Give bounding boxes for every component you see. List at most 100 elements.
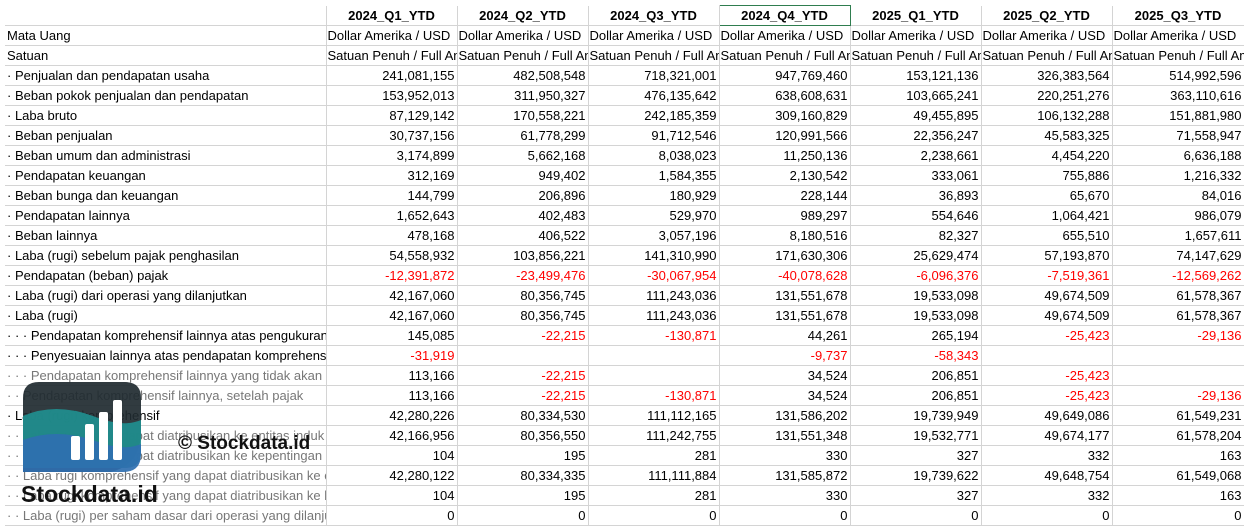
value-cell[interactable]: -6,096,376 [850,265,982,286]
value-cell[interactable]: 131,586,202 [719,405,851,426]
value-cell[interactable]: 327 [850,445,982,466]
column-header-2025_Q1_YTD[interactable]: 2025_Q1_YTD [850,5,982,26]
value-cell[interactable]: 42,280,226 [326,405,458,426]
value-cell[interactable] [588,345,720,366]
value-cell[interactable]: 0 [719,505,851,526]
meta-value-cell[interactable]: Satuan Penuh / Full Amount [719,45,851,66]
value-cell[interactable]: -29,136 [1112,325,1244,346]
value-cell[interactable]: 19,532,771 [850,425,982,446]
value-cell[interactable]: 45,583,325 [981,125,1113,146]
value-cell[interactable]: 241,081,155 [326,65,458,86]
meta-value-cell[interactable]: Satuan Penuh / Full Amount [850,45,982,66]
value-cell[interactable]: 71,558,947 [1112,125,1244,146]
value-cell[interactable]: -7,519,361 [981,265,1113,286]
value-cell[interactable]: 326,383,564 [981,65,1113,86]
meta-value-cell[interactable]: Satuan Penuh / Full Amount [1112,45,1244,66]
value-cell[interactable]: -130,871 [588,385,720,406]
value-cell[interactable]: 755,886 [981,165,1113,186]
value-cell[interactable]: 19,739,949 [850,405,982,426]
value-cell[interactable]: 25,629,474 [850,245,982,266]
value-cell[interactable]: -9,737 [719,345,851,366]
value-cell[interactable]: 180,929 [588,185,720,206]
value-cell[interactable]: 6,636,188 [1112,145,1244,166]
value-cell[interactable]: 1,652,643 [326,205,458,226]
value-cell[interactable]: 171,630,306 [719,245,851,266]
meta-value-cell[interactable]: Satuan Penuh / Full Amount [326,45,458,66]
column-header-2024_Q1_YTD[interactable]: 2024_Q1_YTD [326,5,458,26]
value-cell[interactable]: -22,215 [457,365,589,386]
value-cell[interactable]: 111,111,884 [588,465,720,486]
meta-value-cell[interactable]: Dollar Amerika / USD [1112,25,1244,46]
value-cell[interactable]: -23,499,476 [457,265,589,286]
value-cell[interactable]: 327 [850,485,982,506]
value-cell[interactable]: 2,130,542 [719,165,851,186]
value-cell[interactable]: -29,136 [1112,385,1244,406]
row-label-cell[interactable]: Mata Uang [5,25,327,46]
value-cell[interactable]: 80,356,550 [457,425,589,446]
value-cell[interactable]: 19,533,098 [850,285,982,306]
value-cell[interactable]: 113,166 [326,365,458,386]
value-cell[interactable]: 57,193,870 [981,245,1113,266]
value-cell[interactable]: 330 [719,445,851,466]
meta-value-cell[interactable]: Dollar Amerika / USD [326,25,458,46]
value-cell[interactable]: 0 [457,505,589,526]
column-header-2025_Q2_YTD[interactable]: 2025_Q2_YTD [981,5,1113,26]
value-cell[interactable]: 61,549,231 [1112,405,1244,426]
value-cell[interactable]: 111,243,036 [588,285,720,306]
value-cell[interactable]: 0 [326,505,458,526]
row-label-cell[interactable]: · Laba (rugi) dari operasi yang dilanjut… [5,285,327,306]
value-cell[interactable]: 3,057,196 [588,225,720,246]
value-cell[interactable]: 80,356,745 [457,305,589,326]
value-cell[interactable]: -25,423 [981,365,1113,386]
row-label-cell[interactable]: Satuan [5,45,327,66]
meta-value-cell[interactable]: Dollar Amerika / USD [850,25,982,46]
meta-value-cell[interactable]: Satuan Penuh / Full Amount [457,45,589,66]
value-cell[interactable]: 0 [1112,505,1244,526]
meta-value-cell[interactable]: Dollar Amerika / USD [457,25,589,46]
row-label-cell[interactable]: · Penjualan dan pendapatan usaha [5,65,327,86]
row-label-cell[interactable]: · Pendapatan keuangan [5,165,327,186]
value-cell[interactable]: 1,657,611 [1112,225,1244,246]
value-cell[interactable]: 22,356,247 [850,125,982,146]
value-cell[interactable]: 163 [1112,485,1244,506]
value-cell[interactable]: -12,391,872 [326,265,458,286]
value-cell[interactable]: 3,174,899 [326,145,458,166]
meta-value-cell[interactable]: Satuan Penuh / Full Amount [981,45,1113,66]
value-cell[interactable]: -130,871 [588,325,720,346]
value-cell[interactable]: 989,297 [719,205,851,226]
value-cell[interactable]: 111,243,036 [588,305,720,326]
value-cell[interactable]: 2,238,661 [850,145,982,166]
value-cell[interactable]: 104 [326,485,458,506]
value-cell[interactable]: 309,160,829 [719,105,851,126]
value-cell[interactable]: 655,510 [981,225,1113,246]
value-cell[interactable]: 332 [981,445,1113,466]
value-cell[interactable]: 61,578,204 [1112,425,1244,446]
value-cell[interactable]: 311,950,327 [457,85,589,106]
value-cell[interactable]: 206,896 [457,185,589,206]
value-cell[interactable]: 65,670 [981,185,1113,206]
value-cell[interactable]: 228,144 [719,185,851,206]
value-cell[interactable]: 49,648,754 [981,465,1113,486]
value-cell[interactable]: 153,121,136 [850,65,982,86]
value-cell[interactable]: 80,356,745 [457,285,589,306]
value-cell[interactable]: 111,242,755 [588,425,720,446]
value-cell[interactable]: -22,215 [457,385,589,406]
meta-value-cell[interactable]: Dollar Amerika / USD [981,25,1113,46]
value-cell[interactable]: 153,952,013 [326,85,458,106]
value-cell[interactable]: 82,327 [850,225,982,246]
row-label-cell[interactable]: · Laba (rugi) sebelum pajak penghasilan [5,245,327,266]
value-cell[interactable] [1112,365,1244,386]
value-cell[interactable]: 36,893 [850,185,982,206]
value-cell[interactable]: 120,991,566 [719,125,851,146]
value-cell[interactable]: 529,970 [588,205,720,226]
column-header-2025_Q3_YTD[interactable]: 2025_Q3_YTD [1112,5,1244,26]
value-cell[interactable]: -40,078,628 [719,265,851,286]
row-label-cell[interactable]: · Pendapatan (beban) pajak [5,265,327,286]
value-cell[interactable]: 131,551,348 [719,425,851,446]
row-label-cell[interactable]: · Beban bunga dan keuangan [5,185,327,206]
meta-value-cell[interactable]: Dollar Amerika / USD [719,25,851,46]
value-cell[interactable]: -30,067,954 [588,265,720,286]
value-cell[interactable]: 1,584,355 [588,165,720,186]
value-cell[interactable]: 103,856,221 [457,245,589,266]
value-cell[interactable]: 330 [719,485,851,506]
